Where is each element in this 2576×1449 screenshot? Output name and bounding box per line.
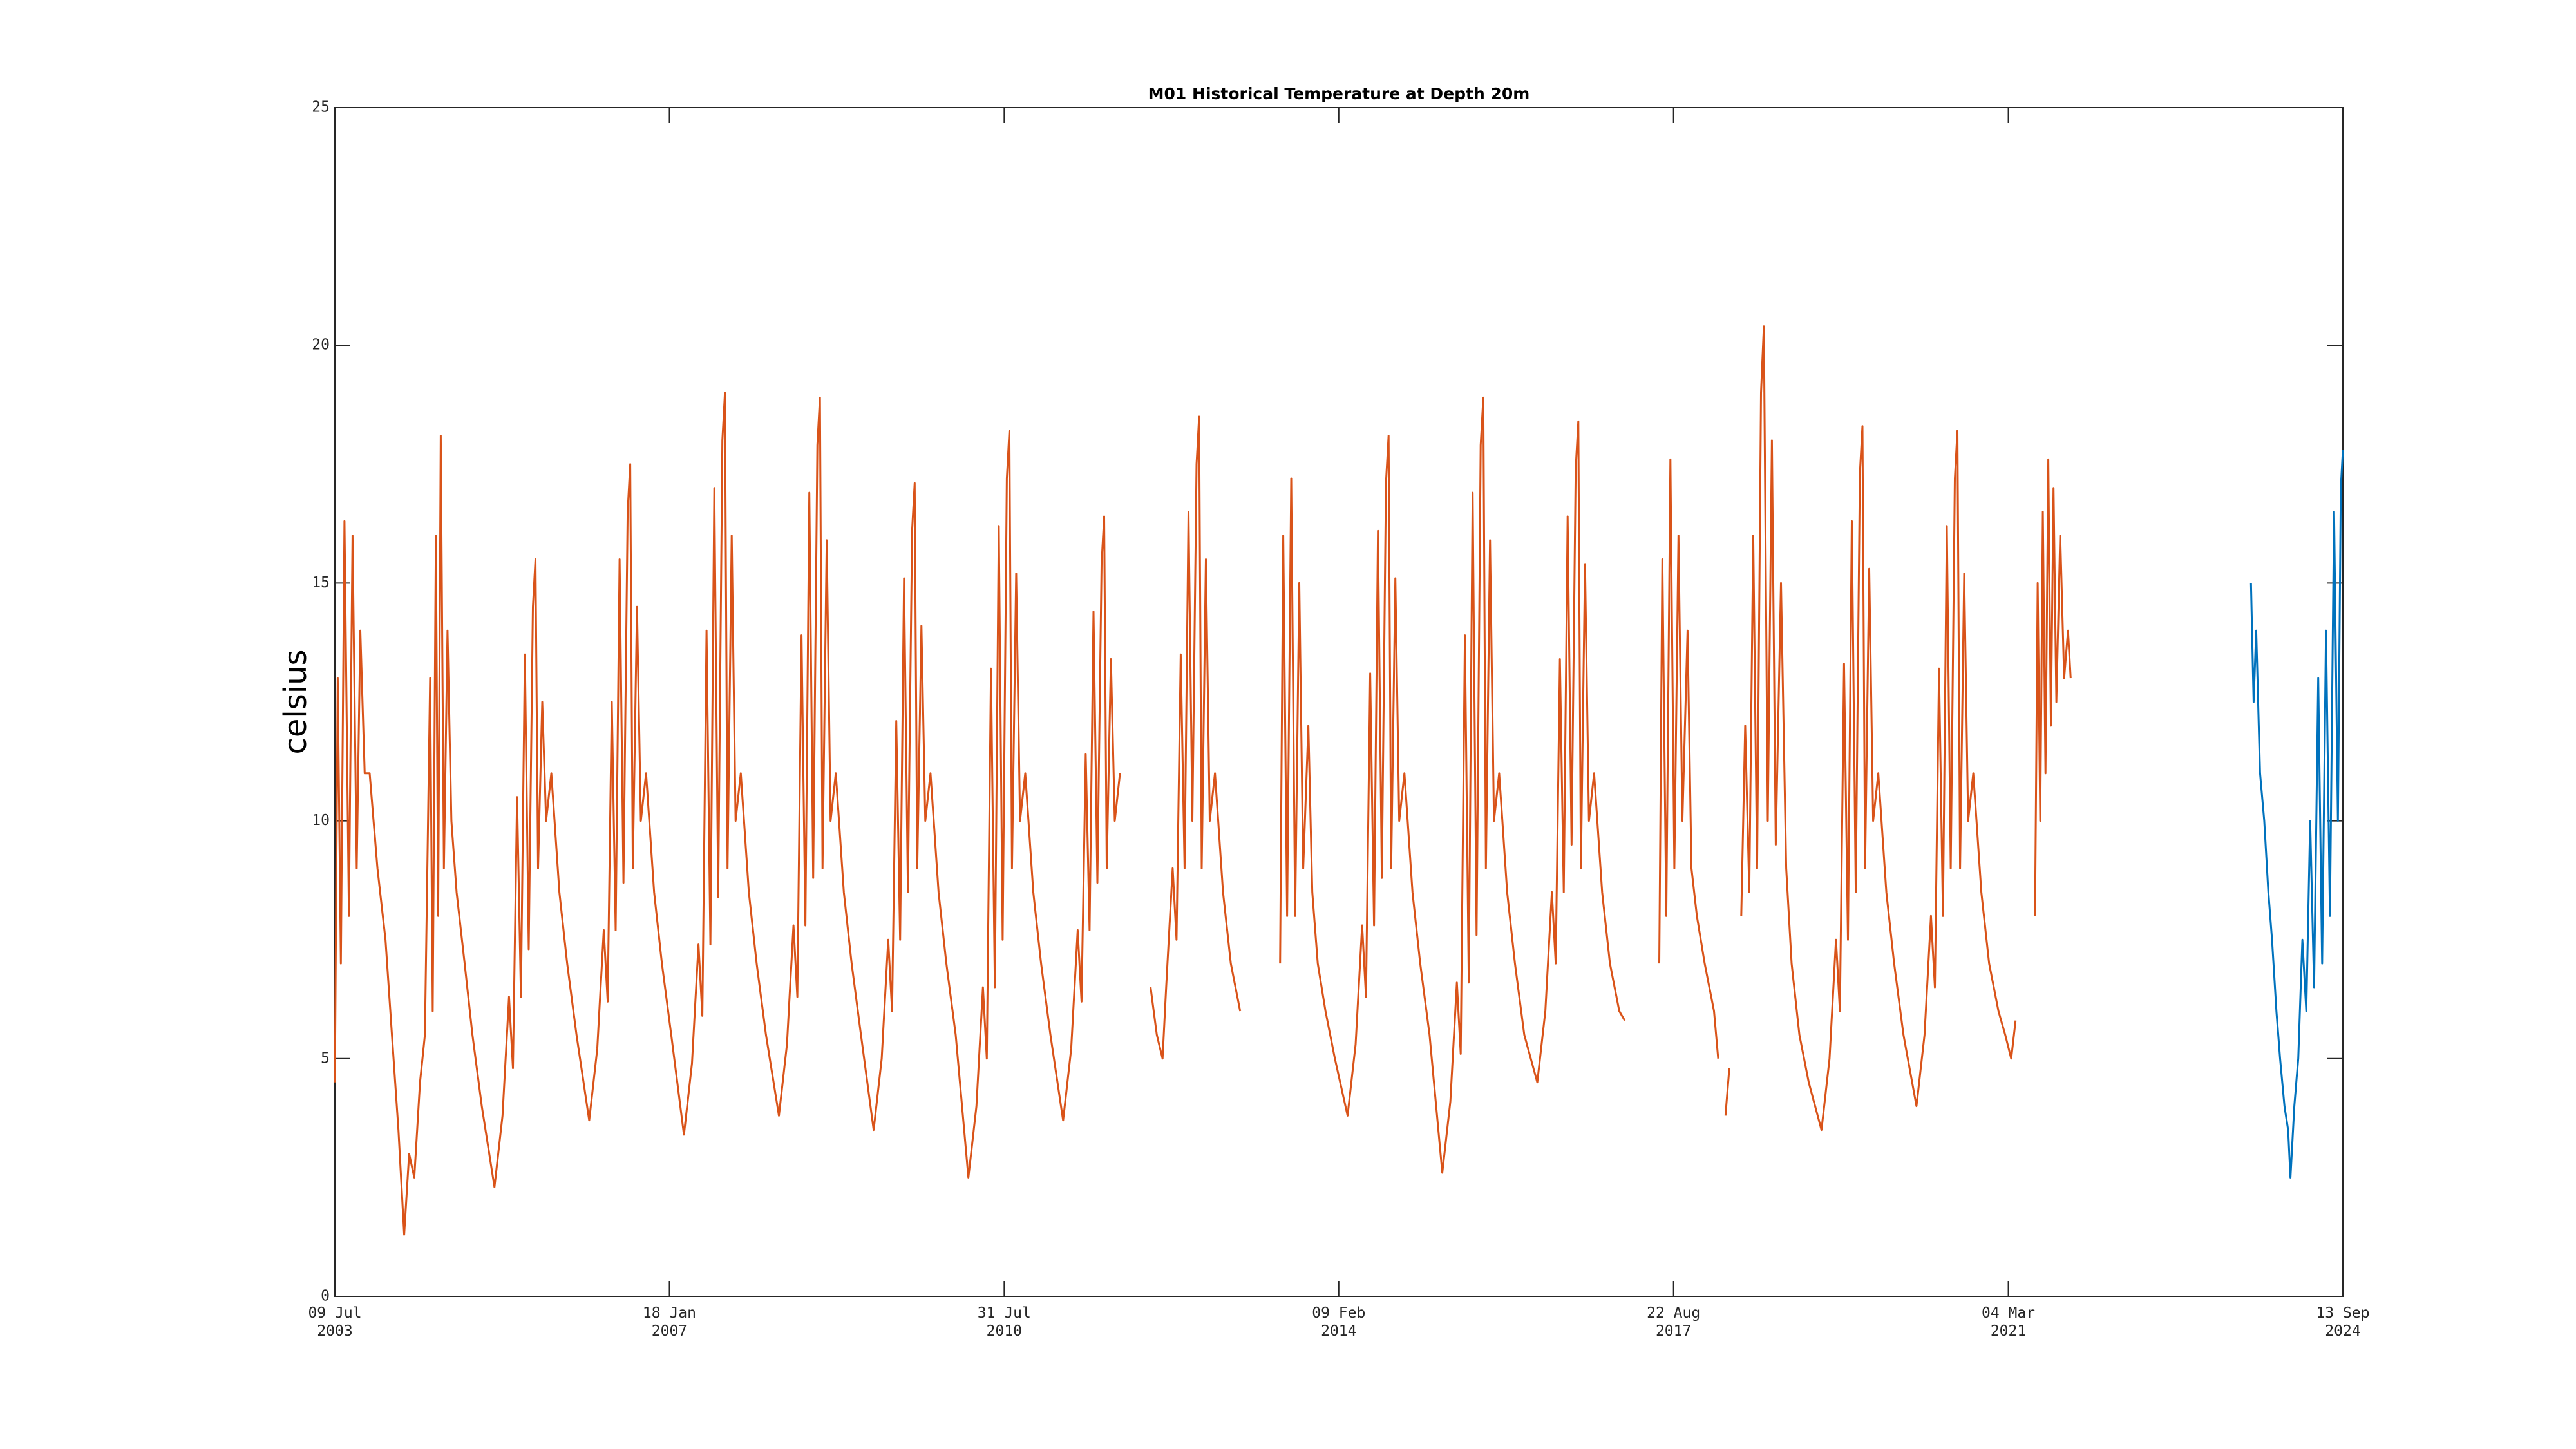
- series-line: [2249, 450, 2344, 1179]
- chart-title: M01 Historical Temperature at Depth 20m: [1148, 84, 1530, 103]
- x-tick-label: 13 Sep 2024: [2316, 1305, 2370, 1340]
- x-tick-label: 31 Jul 2010: [977, 1305, 1031, 1340]
- plot-box: [334, 107, 2344, 1297]
- x-tick-label: 09 Feb 2014: [1312, 1305, 1366, 1340]
- x-tick-label: 18 Jan 2007: [642, 1305, 696, 1340]
- y-tick-label: 10: [312, 812, 330, 829]
- y-tick-label: 25: [312, 99, 330, 116]
- x-tick-label: 22 Aug 2017: [1647, 1305, 1701, 1340]
- y-tick-label: 5: [321, 1050, 330, 1066]
- series-line: [334, 325, 2072, 1236]
- x-tick-label: 04 Mar 2021: [1981, 1305, 2036, 1340]
- y-tick-label: 0: [321, 1288, 330, 1305]
- y-tick-label: 15: [312, 574, 330, 591]
- y-tick-label: 20: [312, 337, 330, 354]
- y-axis-label: celsius: [278, 649, 314, 754]
- x-tick-label: 09 Jul 2003: [308, 1305, 362, 1340]
